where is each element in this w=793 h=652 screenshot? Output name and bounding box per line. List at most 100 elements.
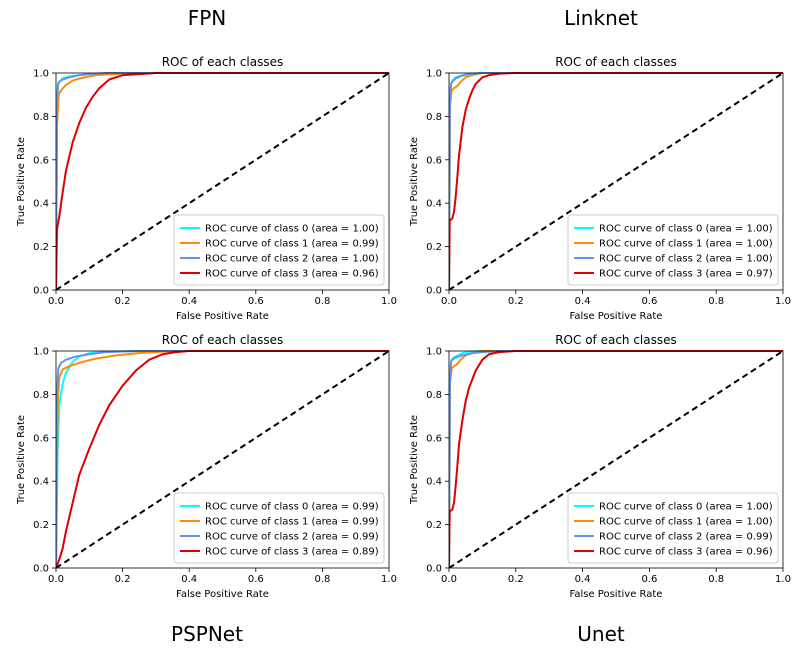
y-tick-label: 0.8 [33,390,49,401]
x-tick-label: 1.0 [775,574,791,585]
x-tick-label: 0.8 [708,574,724,585]
x-tick-label: 0.2 [115,574,131,585]
y-tick-label: 0.6 [33,155,49,166]
chance-diagonal-line [449,350,784,568]
y-tick-label: 0.8 [426,390,442,401]
model-label-fpn: FPN [187,6,227,30]
plot-frame [448,72,784,291]
chart-title: ROC of each classes [555,333,677,347]
legend-entry: ROC curve of class 0 (area = 0.99) [205,502,379,513]
legend-box [173,214,385,286]
legend-entry: ROC curve of class 0 (area = 1.00) [599,502,773,513]
legend: ROC curve of class 0 (area = 1.00) ROC cu… [567,214,779,286]
y-tick-label: 0.4 [33,477,49,488]
y-tick-label: 0.8 [426,112,442,123]
chart-panel-linknet: ROC of each classes 0.0 0.2 0.4 0.6 0.8 1.0 0.0… [409,55,791,322]
y-tick-label: 0.4 [426,199,442,210]
y-tick-label: 0.2 [33,520,49,531]
legend: ROC curve of class 0 (area = 0.99) ROC cu… [173,492,385,564]
legend-entry: ROC curve of class 1 (area = 0.99) [205,239,379,250]
chart-panel-pspnet: ROC of each classes 0.0 0.2 0.4 0.6 0.8 1.0 0.0… [16,333,397,600]
y-tick-label: 0.6 [426,155,442,166]
y-tick-label: 0.8 [33,112,49,123]
x-tick-label: 0.0 [441,574,457,585]
legend-entry: ROC curve of class 2 (area = 1.00) [205,254,379,265]
x-tick-label: 0.0 [48,296,64,307]
y-tick-label: 0.2 [426,520,442,531]
legend-entry: ROC curve of class 0 (area = 1.00) [205,224,379,235]
legend-entry: ROC curve of class 3 (area = 0.96) [205,269,379,280]
legend: ROC curve of class 0 (area = 1.00) ROC cu… [173,214,385,286]
model-label-pspnet: PSPNet [171,622,243,646]
x-axis-label: False Positive Rate [570,589,663,600]
x-axis-label: False Positive Rate [176,311,269,322]
y-tick-label: 0.2 [426,242,442,253]
y-axis-label: True Positive Rate [16,137,27,227]
plot-frame [448,350,784,569]
y-tick-label: 1.0 [426,69,442,80]
series-group [56,72,390,290]
y-tick-label: 0.0 [426,564,442,575]
legend-entry: ROC curve of class 0 (area = 1.00) [599,224,773,235]
series-group [56,350,390,568]
plot-frame [55,72,390,291]
x-tick-label: 0.2 [508,574,524,585]
x-tick-label: 0.4 [575,574,591,585]
y-tick-label: 1.0 [33,347,49,358]
legend: ROC curve of class 0 (area = 1.00) ROC cu… [567,492,779,564]
y-tick-label: 0.2 [33,242,49,253]
roc-curve-class-3 [56,72,389,290]
y-tick-label: 0.4 [33,199,49,210]
roc-curve-class-2 [449,350,783,568]
x-tick-label: 0.4 [575,296,591,307]
roc-curve-class-2 [56,72,389,290]
x-tick-label: 0.4 [181,574,197,585]
y-tick-label: 1.0 [33,69,49,80]
y-tick-label: 0.0 [33,286,49,297]
x-tick-label: 0.2 [115,296,131,307]
y-tick-label: 0.0 [33,564,49,575]
x-tick-label: 0.0 [48,574,64,585]
y-tick-label: 0.0 [426,286,442,297]
roc-curve-class-3 [449,72,783,290]
y-tick-label: 0.6 [426,433,442,444]
y-tick-label: 0.4 [426,477,442,488]
x-tick-label: 0.8 [314,296,330,307]
chart-title: ROC of each classes [162,55,284,69]
legend-entry: ROC curve of class 2 (area = 0.99) [599,532,773,543]
chance-diagonal-line [56,72,390,290]
model-label-linknet: Linknet [564,6,638,30]
y-axis-label: True Positive Rate [16,415,27,505]
x-tick-label: 1.0 [381,296,397,307]
legend-entry: ROC curve of class 2 (area = 1.00) [599,254,773,265]
x-tick-label: 0.4 [181,296,197,307]
x-tick-label: 0.0 [441,296,457,307]
x-tick-label: 0.6 [248,296,264,307]
x-tick-label: 0.6 [641,574,657,585]
legend-box [173,492,385,564]
x-tick-label: 0.6 [641,296,657,307]
roc-curve-class-3 [449,350,783,568]
y-tick-label: 1.0 [426,347,442,358]
legend-entry: ROC curve of class 3 (area = 0.96) [599,547,773,558]
chart-panel-unet: ROC of each classes 0.0 0.2 0.4 0.6 0.8 1.0 0.0… [409,333,791,600]
roc-curve-class-1 [56,350,389,568]
legend-entry: ROC curve of class 3 (area = 0.97) [599,269,773,280]
chance-diagonal-line [56,350,390,568]
x-tick-label: 0.8 [708,296,724,307]
roc-curve-class-3 [56,350,389,568]
legend-entry: ROC curve of class 1 (area = 1.00) [599,517,773,528]
legend-box [567,492,779,564]
y-axis-label: True Positive Rate [409,415,420,505]
x-tick-label: 1.0 [381,574,397,585]
chance-diagonal-line [449,72,784,290]
plot-frame [55,350,390,569]
x-tick-label: 1.0 [775,296,791,307]
x-axis-label: False Positive Rate [176,589,269,600]
x-tick-label: 0.8 [314,574,330,585]
legend-entry: ROC curve of class 1 (area = 1.00) [599,239,773,250]
model-label-unet: Unet [577,622,625,646]
x-tick-label: 0.6 [248,574,264,585]
chart-title: ROC of each classes [162,333,284,347]
